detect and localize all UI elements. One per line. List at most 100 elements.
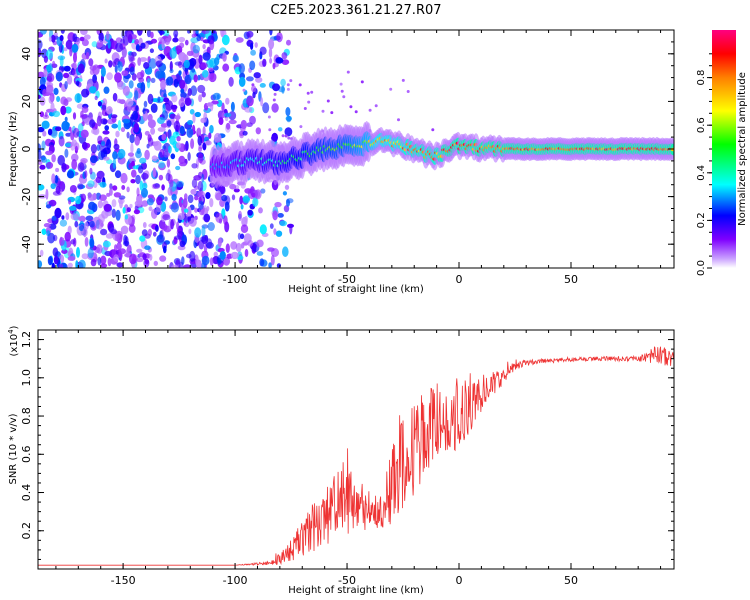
heatmap-cell (181, 256, 184, 265)
heatmap-cell (184, 209, 189, 213)
heatmap-cell (144, 150, 150, 160)
heatmap-cell (232, 194, 235, 200)
heatmap-cell (187, 120, 193, 125)
heatmap-cell (170, 48, 177, 59)
heatmap-cell (102, 130, 109, 134)
heatmap-cell (164, 196, 167, 201)
heatmap-cell (64, 66, 71, 72)
heatmap-cell (171, 153, 176, 159)
heatmap-cell (151, 78, 156, 83)
heatmap-cells (35, 25, 677, 272)
heatmap-cell (119, 199, 123, 209)
heatmap-cell (76, 80, 79, 86)
heatmap-cell (89, 221, 95, 228)
heatmap-cell (44, 223, 51, 227)
heatmap-cell (123, 235, 127, 245)
heatmap-cell (61, 215, 64, 219)
heatmap-cell (176, 181, 184, 188)
heatmap-cell (187, 51, 194, 56)
heatmap-cell (179, 42, 184, 48)
heatmap-cell (162, 224, 168, 231)
heatmap-cell (226, 243, 230, 253)
heatmap-cell (82, 39, 89, 46)
heatmap-cell (202, 92, 206, 98)
heatmap-cell (260, 97, 263, 107)
heatmap-cell (397, 118, 400, 121)
heatmap-cell (136, 187, 139, 196)
heatmap-cell (92, 64, 99, 75)
heatmap-cell (330, 111, 333, 114)
heatmap-cell (116, 262, 123, 267)
heatmap-cell (269, 58, 272, 64)
heatmap-cell (121, 185, 125, 190)
heatmap-cell (118, 149, 125, 159)
heatmap-cell (254, 72, 261, 78)
heatmap-cell (128, 34, 133, 43)
heatmap-cell (210, 257, 214, 265)
heatmap-cell (69, 206, 76, 211)
heatmap-cell (287, 83, 290, 86)
heatmap-cell (78, 64, 85, 74)
heatmap-cell (103, 157, 110, 161)
heatmap-cell (129, 204, 132, 208)
heatmap-cell (147, 198, 154, 205)
heatmap-cell (49, 36, 52, 41)
heatmap-cell (45, 189, 48, 200)
heatmap-cell (127, 207, 131, 212)
heatmap-cell (119, 99, 126, 104)
heatmap-cell (272, 83, 280, 91)
heatmap-cell (190, 138, 194, 149)
heatmap-cell (51, 173, 55, 183)
heatmap-cell (82, 106, 89, 113)
heatmap-cell (87, 180, 94, 187)
heatmap-cell (75, 196, 81, 204)
heatmap-cell (56, 72, 63, 82)
heatmap-cell (159, 175, 163, 181)
heatmap-cell (134, 209, 140, 214)
heatmap-cell (195, 27, 198, 34)
heatmap-cell (154, 141, 162, 151)
heatmap-cell (58, 55, 66, 60)
heatmap-cell (80, 28, 88, 35)
heatmap-cell (144, 101, 148, 108)
heatmap-cell (256, 240, 263, 248)
heatmap-cell (209, 40, 214, 50)
heatmap-cell (36, 48, 42, 57)
heatmap-ytick-label: 0 (20, 146, 33, 153)
heatmap-cell (64, 81, 68, 89)
heatmap-cell (198, 136, 203, 146)
snr-series-line (38, 347, 674, 565)
heatmap-cell (262, 59, 266, 67)
heatmap-cell (186, 254, 192, 258)
heatmap-cell (52, 61, 55, 68)
heatmap-cell (275, 57, 283, 63)
heatmap-cell (143, 62, 149, 69)
heatmap-cell (183, 198, 188, 208)
heatmap-cell (171, 202, 179, 212)
heatmap-cell (273, 63, 276, 69)
heatmap-cell (273, 99, 276, 102)
heatmap-cell (203, 126, 206, 136)
heatmap-cell (217, 258, 221, 266)
heatmap-cell (198, 153, 203, 163)
heatmap-cell (188, 88, 192, 96)
heatmap-cell (171, 194, 176, 201)
snr-ylabel: SNR (10 * v/v) (8, 413, 19, 484)
heatmap-cell (271, 103, 278, 113)
heatmap-ylabel: Frequency (Hz) (8, 111, 19, 187)
heatmap-cell (255, 189, 262, 199)
heatmap-cell (170, 219, 174, 229)
heatmap-cell (88, 58, 93, 66)
heatmap-cell (93, 193, 97, 200)
heatmap-cell (108, 60, 112, 67)
heatmap-cell (96, 244, 102, 254)
heatmap-cell (191, 163, 197, 168)
heatmap-cell (165, 38, 170, 45)
heatmap-cell (65, 232, 71, 242)
heatmap-cell (239, 77, 246, 87)
heatmap-cell (165, 100, 173, 111)
heatmap-cell (81, 89, 89, 98)
heatmap-cell (42, 131, 46, 137)
heatmap-cell (176, 142, 181, 148)
heatmap-cell (299, 83, 302, 86)
